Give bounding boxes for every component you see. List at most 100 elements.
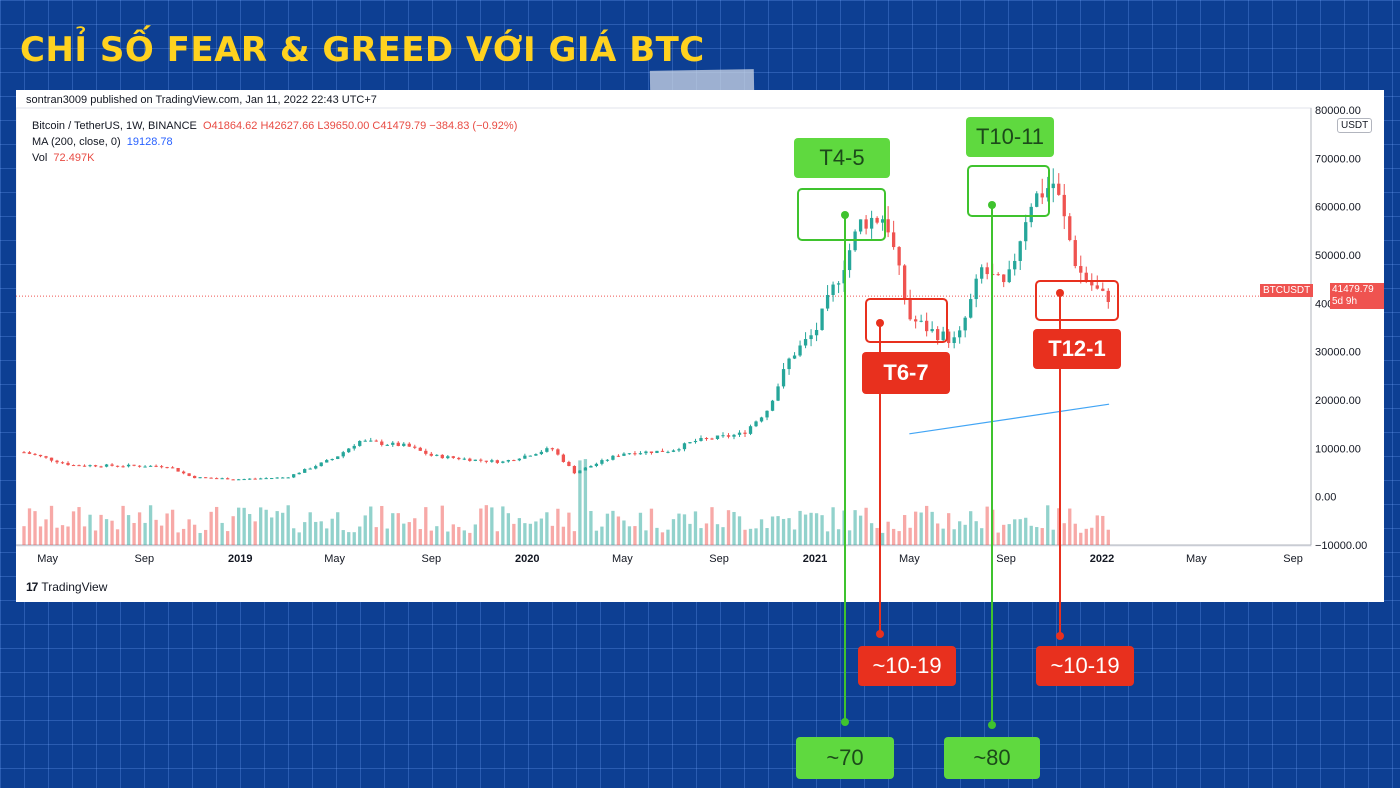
candle-body xyxy=(567,461,571,466)
volume-bar xyxy=(897,531,901,545)
tradingview-logo-icon: 17 xyxy=(26,580,38,594)
volume-bar xyxy=(303,522,307,545)
volume-bar xyxy=(1084,528,1088,545)
volume-bar xyxy=(583,459,588,545)
volume-bar xyxy=(721,527,725,545)
label-t121: T12-1 xyxy=(1033,329,1121,369)
candle-body xyxy=(391,442,395,445)
volume-bar xyxy=(754,528,758,545)
candle-body xyxy=(572,465,577,474)
candle-body xyxy=(787,358,791,370)
volume-bar xyxy=(958,521,962,545)
candle-body xyxy=(27,452,32,454)
fg-value-t67: ~10-19 xyxy=(858,646,956,686)
volume-bar xyxy=(38,526,43,545)
candle-body xyxy=(1051,183,1055,189)
volume-bar xyxy=(154,519,158,545)
candle-body xyxy=(644,451,648,454)
candle-body xyxy=(792,355,797,359)
legend-symbol: Bitcoin / TetherUS, 1W, BINANCE xyxy=(32,120,197,132)
x-tick-label: Sep xyxy=(135,553,155,565)
candle-body xyxy=(765,410,769,418)
candle-body xyxy=(616,455,621,457)
volume-bar xyxy=(55,527,59,545)
candle-body xyxy=(22,452,26,454)
candle-body xyxy=(633,453,637,455)
x-tick-label: 2021 xyxy=(803,553,827,565)
volume-bar xyxy=(501,506,505,545)
volume-bar xyxy=(556,508,560,545)
volume-bar xyxy=(148,505,153,545)
volume-bar xyxy=(594,530,599,545)
volume-bar xyxy=(809,512,813,545)
candle-body xyxy=(534,454,538,456)
volume-bar xyxy=(71,511,76,545)
price-chart[interactable]: 80000.0070000.0060000.0050000.0040000.00… xyxy=(16,90,1384,602)
volume-bar xyxy=(402,523,406,545)
dot-t1011-bottom xyxy=(988,721,996,729)
dot-t67-top xyxy=(876,319,884,327)
currency-button[interactable]: USDT xyxy=(1337,118,1373,133)
y-tick-label: 80000.00 xyxy=(1315,105,1361,117)
x-tick-label: May xyxy=(37,553,58,565)
volume-bar xyxy=(308,512,312,545)
candle-body xyxy=(380,441,384,445)
candle-body xyxy=(677,449,681,451)
candle-body xyxy=(192,475,197,479)
volume-bar xyxy=(919,512,923,545)
candle-body xyxy=(506,460,511,462)
volume-bar xyxy=(963,524,967,545)
volume-bar xyxy=(936,523,940,545)
volume-bar xyxy=(242,507,246,545)
volume-bar xyxy=(451,524,455,545)
volume-bar xyxy=(869,523,874,545)
y-tick-label: 70000.00 xyxy=(1315,153,1361,165)
volume-bar xyxy=(407,522,411,545)
y-tick-label: −10000.00 xyxy=(1315,540,1367,552)
candle-body xyxy=(319,462,323,467)
candle-body xyxy=(385,444,389,446)
volume-bar xyxy=(798,510,802,545)
candle-body xyxy=(457,457,461,460)
candle-body xyxy=(605,459,610,461)
candle-body xyxy=(781,369,786,387)
candle-body xyxy=(1007,269,1011,283)
candle-body xyxy=(666,451,670,453)
candle-body xyxy=(985,267,989,275)
candle-body xyxy=(473,459,477,461)
candle-body xyxy=(963,317,967,331)
candle-body xyxy=(556,449,560,455)
candle-body xyxy=(589,465,593,468)
volume-bar xyxy=(259,507,263,545)
candle-body xyxy=(292,474,296,478)
volume-bar xyxy=(495,531,499,545)
candle-body xyxy=(77,465,81,467)
volume-bar xyxy=(275,511,279,545)
volume-bar xyxy=(319,521,323,545)
candle-body xyxy=(352,445,356,449)
candle-body xyxy=(886,219,890,233)
volume-bar xyxy=(969,511,973,545)
volume-bar xyxy=(418,529,422,545)
volume-bar xyxy=(930,511,934,545)
volume-bar xyxy=(534,521,538,545)
candle-body xyxy=(99,466,103,468)
candle-body xyxy=(897,247,901,266)
volume-bar xyxy=(517,518,522,545)
candle-body xyxy=(941,331,945,341)
volume-bar xyxy=(93,530,98,545)
y-tick-label: 0.00 xyxy=(1315,492,1336,504)
candle-body xyxy=(836,283,841,285)
volume-bar xyxy=(886,521,890,545)
candle-body xyxy=(336,456,340,459)
candle-body xyxy=(776,386,780,401)
volume-bar xyxy=(132,522,136,545)
candle-body xyxy=(550,448,555,450)
volume-bar xyxy=(1024,517,1028,545)
candle-body xyxy=(143,466,147,468)
volume-bar xyxy=(792,529,797,545)
candle-body xyxy=(82,465,87,467)
volume-bar xyxy=(633,526,637,545)
volume-bar xyxy=(380,505,384,545)
tradingview-logo[interactable]: 17 TradingView xyxy=(26,580,107,594)
